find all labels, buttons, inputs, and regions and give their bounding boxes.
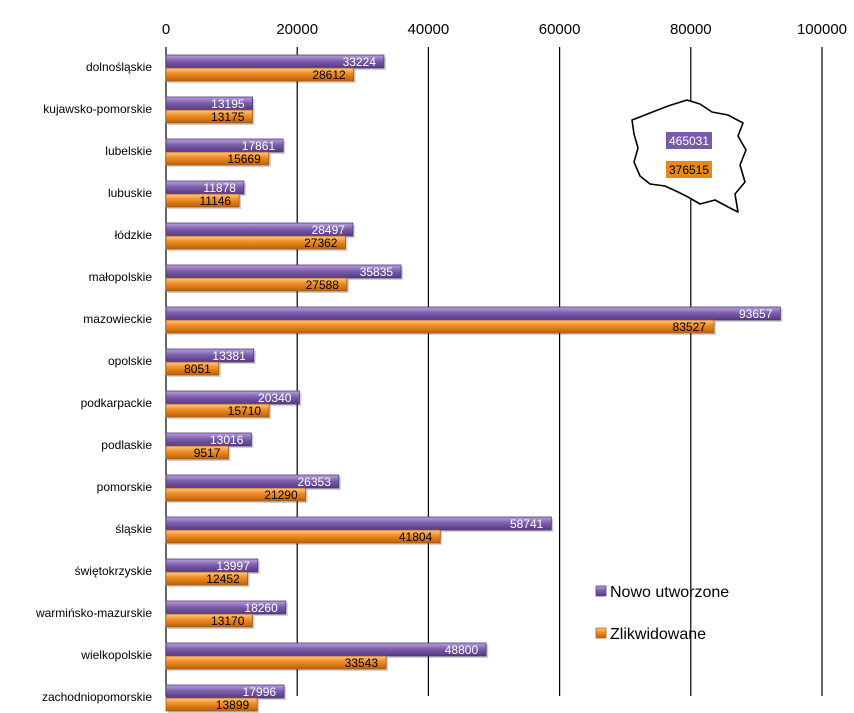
category-label: pomorskie [97,480,153,494]
x-tick-label: 0 [162,21,170,38]
bar-nowo-utworzone [165,642,487,657]
legend-swatch-zlikwidowane [595,627,607,639]
data-label-zlikwidowane: 13170 [211,614,245,628]
legend-swatch-nowo-utworzone [595,585,607,597]
map-total-purple: 465031 [669,134,709,148]
bar-zlikwidowane [165,571,249,586]
map-total-orange: 376515 [669,163,709,177]
x-tick-label: 40000 [408,21,450,38]
data-label-zlikwidowane: 13175 [211,110,245,124]
x-tick-label: 80000 [670,21,712,38]
data-label-zlikwidowane: 11146 [200,194,232,208]
data-label-nowo-utworzone: 35835 [360,265,394,279]
data-label-nowo-utworzone: 13381 [212,349,246,363]
map-total-orange-box [666,161,712,178]
bar-zlikwidowane [165,109,253,124]
data-label-nowo-utworzone: 28497 [312,223,346,237]
data-label-nowo-utworzone: 93657 [739,307,773,321]
data-label-zlikwidowane: 12452 [206,572,240,586]
bar-zlikwidowane [165,445,229,460]
legend-label-zlikwidowane: Zlikwidowane [610,626,706,643]
category-label: wielkopolskie [80,648,152,662]
data-label-nowo-utworzone: 48800 [445,643,479,657]
category-label: lubelskie [105,144,152,158]
data-label-nowo-utworzone: 11878 [203,181,236,195]
data-label-zlikwidowane: 27362 [304,236,338,250]
category-label: warmińsko-mazurskie [35,606,152,620]
category-label: małopolskie [89,270,153,284]
bar-zlikwidowane [165,613,253,628]
data-label-zlikwidowane: 33543 [345,656,379,670]
data-label-nowo-utworzone: 17996 [243,685,277,699]
category-label: podkarpackie [81,396,153,410]
bar-zlikwidowane [165,487,307,502]
data-label-zlikwidowane: 8051 [184,362,211,376]
x-tick-label: 20000 [276,21,318,38]
category-label: łódzkie [115,228,153,242]
bar-nowo-utworzone [165,516,552,531]
data-label-zlikwidowane: 21290 [264,488,298,502]
category-label: podlaskie [101,438,152,452]
data-label-nowo-utworzone: 26353 [298,475,332,489]
data-label-nowo-utworzone: 58741 [510,517,544,531]
category-labels: dolnośląskie kujawsko-pomorskie lubelskie l… [35,60,152,704]
legend-label-nowo-utworzone: Nowo utworzone [610,584,729,601]
bar-zlikwidowane [165,529,441,544]
map-total-purple-box [666,132,712,149]
data-label-nowo-utworzone: 13997 [216,559,250,573]
category-label: śląskie [115,522,152,536]
data-label-zlikwidowane: 41804 [399,530,433,544]
data-label-nowo-utworzone: 18260 [244,601,278,615]
data-label-zlikwidowane: 9517 [194,446,221,460]
category-label: świętokrzyskie [75,564,153,578]
bar-zlikwidowane [165,655,387,670]
bar-zlikwidowane [165,151,270,166]
category-label: lubuskie [108,186,152,200]
x-tick-label: 60000 [539,21,581,38]
data-label-nowo-utworzone: 20340 [258,391,292,405]
poland-map-outline [631,99,747,213]
legend: Nowo utworzone Zlikwidowane [595,584,729,643]
bar-zlikwidowane [165,193,240,208]
bar-zlikwidowane [165,361,220,376]
data-label-nowo-utworzone: 13195 [211,97,245,111]
bar-zlikwidowane [165,67,355,82]
bar-zlikwidowane [165,235,346,250]
data-label-nowo-utworzone: 13016 [210,433,244,447]
category-label: kujawsko-pomorskie [43,102,152,116]
bar-zlikwidowane [165,403,270,418]
bar-zlikwidowane [165,319,715,334]
bar-nowo-utworzone [165,306,781,321]
category-label: dolnośląskie [86,60,152,74]
data-label-nowo-utworzone: 17861 [242,139,276,153]
category-label: opolskie [108,354,152,368]
x-tick-label: 100000 [797,21,847,38]
data-label-zlikwidowane: 13899 [216,698,250,712]
data-label-zlikwidowane: 27588 [306,278,340,292]
bar-zlikwidowane [165,277,348,292]
data-label-nowo-utworzone: 33224 [343,55,377,69]
data-label-zlikwidowane: 15669 [227,152,261,166]
poland-map-inset: 465031 376515 [631,99,747,213]
bar-zlikwidowane [165,697,258,712]
x-axis-ticks: 0 20000 40000 60000 80000 100000 [162,21,847,38]
data-label-zlikwidowane: 83527 [673,320,707,334]
data-label-zlikwidowane: 28612 [312,68,346,82]
category-label: mazowieckie [83,312,152,326]
category-label: zachodniopomorskie [42,690,152,704]
data-label-zlikwidowane: 15710 [228,404,262,418]
